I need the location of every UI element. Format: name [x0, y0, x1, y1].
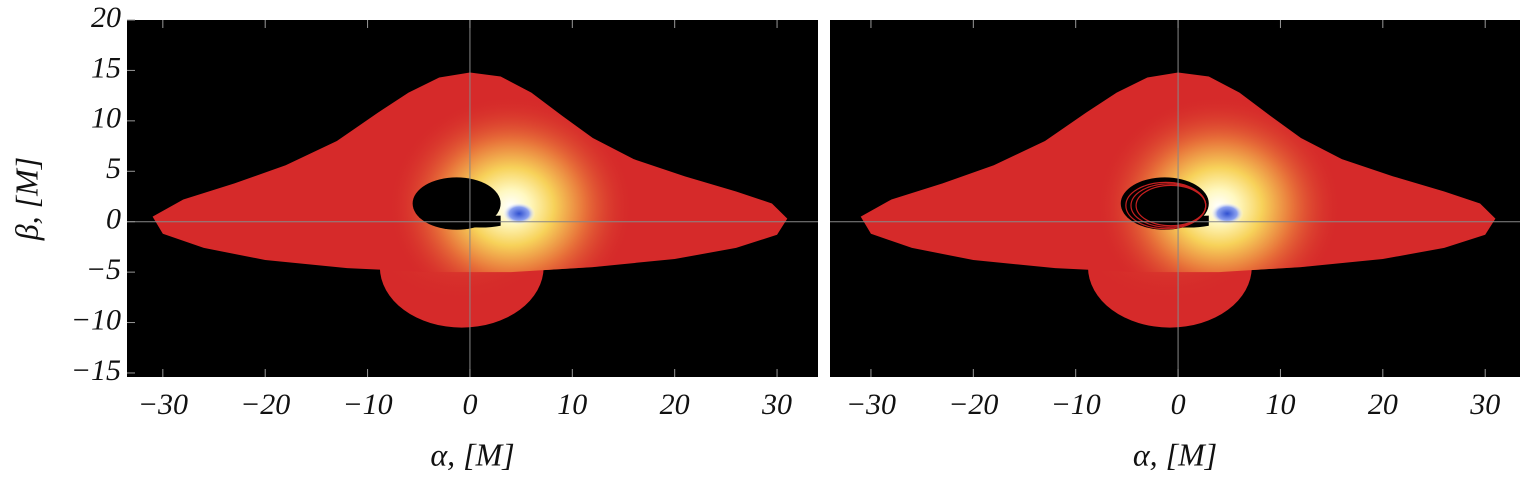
x-tick-label: 10 — [1265, 388, 1295, 421]
y-tick-label: 5 — [106, 152, 121, 185]
x-tick-label: 30 — [1469, 388, 1500, 421]
photon-ring — [1135, 184, 1207, 227]
hot-spot — [1210, 202, 1244, 225]
panel: −30 −20 −10 0 10 20 30 −15 −10 −5 0 5 10 15 20 α, [M] β,… — [8, 1, 818, 472]
x-tick-label: −10 — [342, 388, 392, 421]
x-tick-label: −20 — [948, 388, 998, 421]
x-tick-label: 30 — [761, 388, 792, 421]
y-tick-label: 15 — [91, 51, 121, 84]
y-axis-label: β, [M] — [8, 157, 44, 242]
disk-glow — [1096, 95, 1342, 273]
y-tick-label: −10 — [71, 303, 121, 336]
hot-spot — [502, 202, 536, 225]
disk-glow — [388, 95, 634, 273]
y-tick-label: 10 — [91, 102, 121, 135]
x-tick-label: −30 — [846, 388, 896, 421]
x-tick-label: 0 — [462, 388, 477, 421]
x-tick-label: −10 — [1051, 388, 1101, 421]
x-tick-label: 20 — [660, 388, 690, 421]
y-tick-label: −5 — [86, 253, 121, 286]
x-tick-label: −20 — [240, 388, 290, 421]
x-axis-label: α, [M] — [430, 436, 514, 472]
y-tick-label: 20 — [91, 1, 121, 34]
x-tick-label: 20 — [1368, 388, 1398, 421]
x-tick-label: 0 — [1171, 388, 1186, 421]
panel: −30 −20 −10 0 10 20 30 α, [M] — [830, 20, 1520, 472]
x-tick-label: 10 — [557, 388, 587, 421]
x-tick-label: −30 — [138, 388, 188, 421]
y-tick-label: 0 — [106, 203, 121, 236]
y-tick-label: −15 — [71, 354, 121, 387]
x-axis-label: α, [M] — [1133, 436, 1217, 472]
